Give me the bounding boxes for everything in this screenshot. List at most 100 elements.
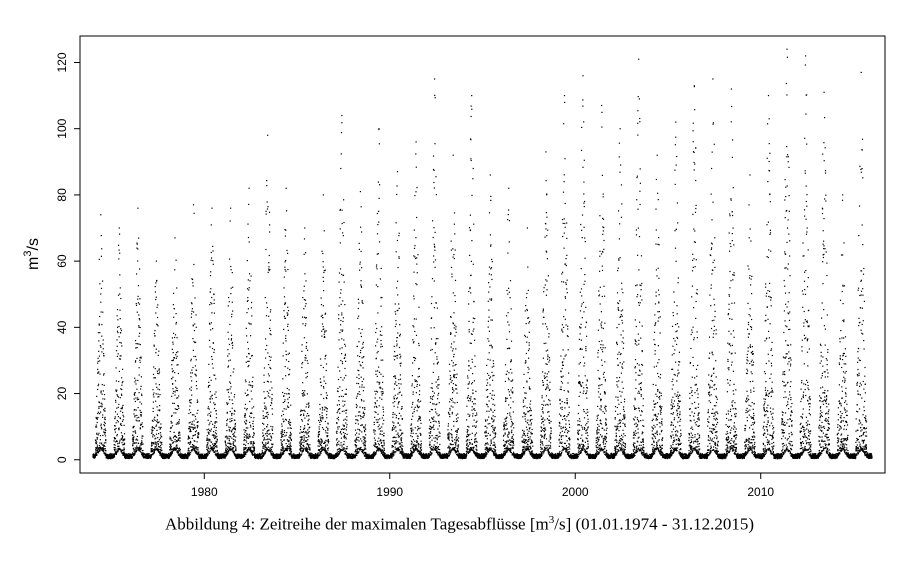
data-point [342, 235, 344, 237]
data-point [192, 349, 194, 351]
data-point [287, 353, 289, 355]
data-point [196, 452, 198, 454]
data-point [150, 451, 152, 453]
data-point [235, 453, 237, 455]
data-point [227, 446, 229, 448]
data-point [245, 439, 247, 441]
data-point [132, 434, 134, 436]
data-point [226, 418, 229, 420]
data-point [343, 339, 345, 341]
data-point [161, 436, 163, 438]
data-point [124, 438, 126, 440]
data-point [336, 422, 338, 425]
data-point [190, 402, 192, 404]
data-point [318, 426, 320, 428]
data-point [173, 332, 175, 334]
data-point [155, 282, 157, 284]
data-point [324, 406, 326, 408]
data-point [309, 449, 311, 451]
data-point [302, 436, 304, 438]
data-point [234, 431, 236, 433]
data-point [122, 444, 124, 446]
data-point [271, 413, 274, 415]
data-point [341, 410, 343, 412]
data-point [213, 349, 215, 351]
data-point [266, 415, 268, 418]
data-point [140, 451, 142, 454]
data-point [153, 450, 155, 452]
data-point [136, 447, 138, 449]
data-point [135, 409, 137, 411]
data-point [174, 408, 176, 410]
data-point [170, 446, 172, 448]
data-point [184, 457, 186, 460]
data-point [170, 439, 172, 441]
data-point [289, 423, 291, 426]
data-point [285, 447, 287, 450]
data-point [305, 440, 307, 442]
data-point [336, 422, 338, 424]
data-point [268, 438, 270, 440]
data-point [95, 454, 97, 456]
data-point [114, 447, 116, 449]
data-point [170, 452, 172, 454]
data-point [324, 312, 327, 314]
data-point [244, 455, 246, 457]
data-point [211, 434, 213, 436]
data-point [249, 424, 252, 426]
data-point [307, 439, 309, 441]
data-point [271, 446, 273, 448]
data-point [172, 376, 174, 378]
data-point [228, 446, 230, 449]
data-point [177, 351, 179, 353]
data-point [319, 414, 321, 416]
data-point [327, 451, 329, 453]
data-point [133, 398, 135, 400]
data-point [339, 450, 342, 453]
data-point [132, 444, 134, 446]
data-point [128, 458, 130, 460]
data-point [211, 443, 214, 445]
data-point [261, 456, 263, 458]
data-point [270, 452, 272, 454]
data-point [305, 450, 307, 452]
data-point [105, 450, 107, 452]
data-point [95, 447, 97, 449]
data-point [195, 326, 197, 328]
data-point [241, 454, 243, 456]
data-point [150, 449, 153, 451]
data-point [193, 427, 195, 429]
data-point [343, 425, 345, 427]
data-point [100, 301, 102, 303]
data-point [101, 384, 103, 386]
data-point [281, 454, 283, 456]
data-point [140, 356, 142, 358]
data-point [299, 441, 301, 443]
data-point [151, 427, 153, 429]
data-point [270, 439, 272, 441]
data-point [158, 433, 160, 435]
data-point [262, 422, 264, 424]
data-point [151, 429, 153, 431]
data-point [232, 438, 234, 440]
data-point [251, 386, 253, 388]
data-point [197, 452, 199, 454]
data-point [339, 268, 342, 270]
data-point [215, 440, 217, 442]
data-point [300, 450, 302, 452]
data-point [225, 455, 227, 457]
data-point [121, 442, 123, 444]
data-point [164, 453, 166, 455]
data-point [339, 408, 341, 410]
data-point [307, 451, 309, 453]
data-point [188, 447, 190, 449]
data-point [188, 409, 191, 411]
data-point [322, 280, 325, 282]
data-point [250, 416, 252, 419]
data-point [96, 446, 98, 448]
data-point [226, 403, 228, 406]
data-point [120, 410, 122, 412]
data-point [134, 447, 136, 449]
data-point [150, 448, 152, 450]
data-point [134, 416, 136, 418]
